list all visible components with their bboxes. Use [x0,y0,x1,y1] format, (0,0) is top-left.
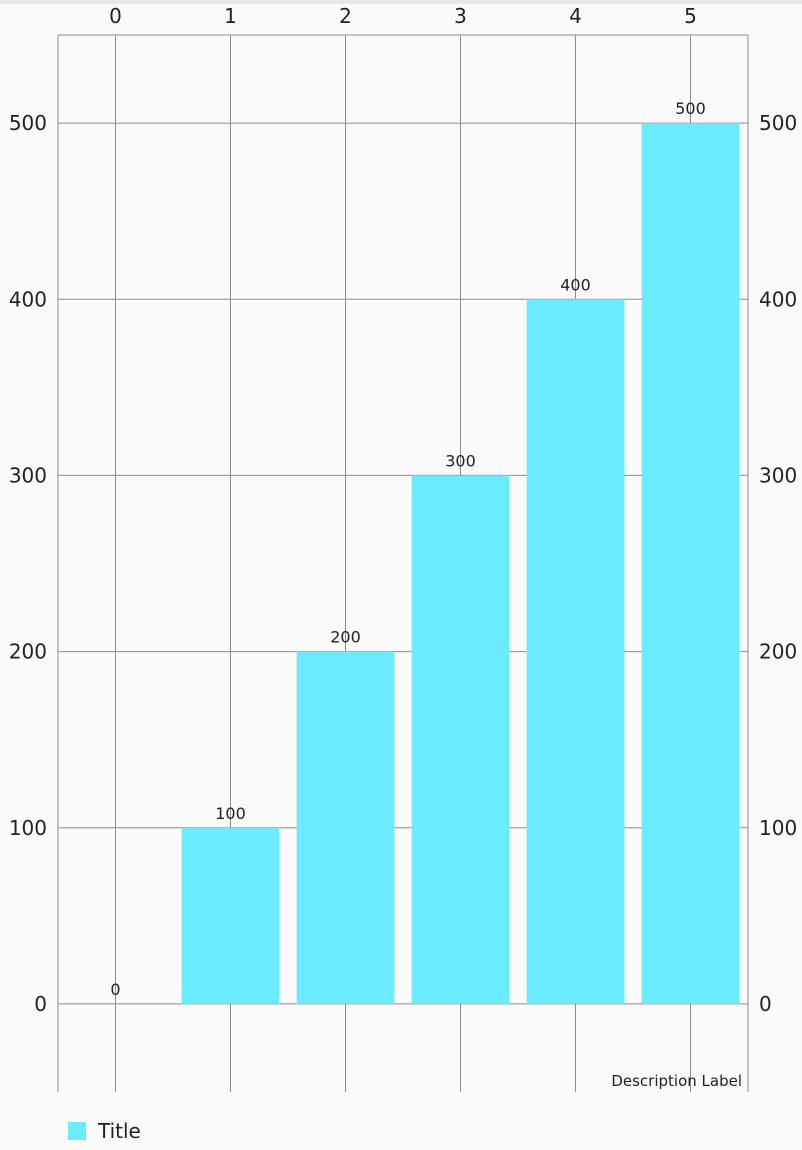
labels-layer: 0 1 2 3 4 5 0 100 200 300 400 500 0 100 200 300 400 500 0 1… [9,4,797,1016]
y-right-tick-label-500: 500 [759,111,797,135]
frame-layer [57,34,749,1092]
x-tick-label-4: 4 [569,4,582,28]
legend-swatch [68,1122,86,1140]
x-tick-label-1: 1 [224,4,237,28]
value-label-300: 300 [445,451,476,470]
legend: Title [68,1119,141,1143]
value-label-200: 200 [330,628,361,647]
x-tick-label-3: 3 [454,4,467,28]
y-right-tick-label-400: 400 [759,287,797,311]
y-left-tick-label-300: 300 [9,463,47,487]
bar-5 [641,123,740,1004]
bars-layer [181,123,740,1004]
legend-label: Title [98,1119,141,1143]
y-right-tick-label-0: 0 [759,992,772,1016]
value-label-400: 400 [560,275,591,294]
top-status-shadow [0,0,802,4]
bar-3 [411,475,510,1004]
y-right-tick-label-200: 200 [759,640,797,664]
y-right-tick-label-300: 300 [759,463,797,487]
y-right-tick-label-100: 100 [759,816,797,840]
value-label-0: 0 [110,980,120,999]
x-tick-label-0: 0 [109,4,122,28]
y-left-tick-label-200: 200 [9,640,47,664]
value-label-500: 500 [675,99,706,118]
bar-1 [181,827,280,1004]
description-label: Description Label [611,1072,742,1090]
x-tick-label-5: 5 [684,4,697,28]
bar-2 [296,651,395,1004]
value-label-100: 100 [215,804,246,823]
y-left-tick-label-0: 0 [34,992,47,1016]
bar-4 [526,299,625,1004]
y-left-tick-label-500: 500 [9,111,47,135]
y-left-tick-label-400: 400 [9,287,47,311]
y-left-tick-label-100: 100 [9,816,47,840]
x-tick-label-2: 2 [339,4,352,28]
